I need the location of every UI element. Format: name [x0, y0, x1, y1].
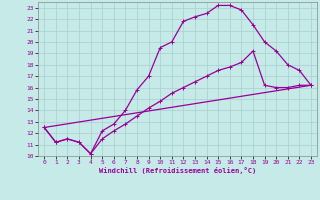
X-axis label: Windchill (Refroidissement éolien,°C): Windchill (Refroidissement éolien,°C) — [99, 167, 256, 174]
